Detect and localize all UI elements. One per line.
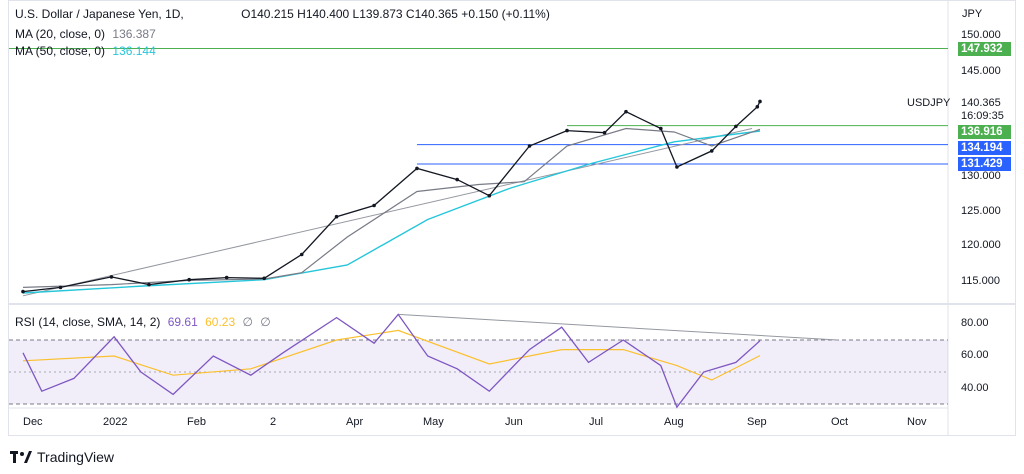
price-point — [527, 144, 532, 148]
rsi-sma-value: 60.23 — [205, 315, 236, 329]
price-point — [675, 165, 679, 169]
last-symbol: USDJPY — [907, 97, 951, 109]
level-badge-136916[interactable]: 136.916 — [958, 125, 1011, 139]
time-tick: Oct — [831, 416, 848, 428]
price-tick: 125.000 — [961, 205, 1001, 217]
price-point — [224, 275, 229, 280]
price-point — [415, 166, 419, 171]
tradingview-branding[interactable]: TradingView — [10, 448, 114, 466]
ma50-value: 136.144 — [112, 44, 156, 58]
ma20-label: MA (20, close, 0) — [15, 27, 106, 41]
rsi-extra-1: ∅ — [242, 315, 253, 329]
time-tick: Dec — [23, 416, 43, 428]
rsi-line — [22, 313, 761, 409]
ma20-legend[interactable]: MA (20, close, 0) 136.387 — [15, 27, 160, 41]
time-tick: 2 — [270, 416, 276, 428]
chart-frame[interactable]: JPY 150.000 145.000 130.000 125.000 120.… — [8, 0, 1016, 436]
time-tick: 2022 — [103, 416, 127, 428]
price-point — [758, 99, 762, 104]
time-tick: Sep — [747, 416, 767, 428]
rsi-divergence-line — [398, 313, 838, 341]
rsi-legend[interactable]: RSI (14, close, SMA, 14, 2) 69.61 60.23 … — [15, 315, 275, 329]
chart-canvas[interactable]: JPY 150.000 145.000 130.000 125.000 120.… — [9, 1, 1015, 435]
price-tick: 150.000 — [961, 29, 1001, 41]
time-tick: Apr — [346, 416, 363, 428]
rsi-tick: 60.00 — [961, 349, 989, 361]
level-badge-131429[interactable]: 131.429 — [958, 157, 1011, 171]
price-tick: 145.000 — [961, 65, 1001, 77]
price-tick: 120.000 — [961, 239, 1001, 251]
rsi-value: 69.61 — [167, 315, 198, 329]
last-price: 140.365 — [961, 97, 1001, 109]
tradingview-logo-icon — [10, 451, 32, 463]
brand-text: TradingView — [37, 449, 115, 465]
price-point — [755, 105, 760, 109]
price-point — [709, 149, 714, 153]
price-point — [734, 124, 738, 129]
price-point — [262, 276, 266, 281]
price-tick: 130.000 — [961, 170, 1001, 182]
time-tick: Nov — [907, 416, 927, 428]
time-tick: Jun — [505, 416, 523, 428]
countdown: 16:09:35 — [961, 110, 1004, 122]
price-point — [187, 277, 191, 282]
price-point — [147, 282, 151, 287]
price-point — [372, 203, 376, 208]
ohlc-values: O140.215 H140.400 L139.873 C140.365 +0.1… — [241, 7, 550, 21]
ma50-line — [22, 130, 761, 294]
ma50-legend[interactable]: MA (50, close, 0) 136.144 — [15, 44, 160, 58]
time-tick: May — [423, 416, 444, 428]
price-tick: 115.000 — [961, 275, 1000, 287]
price-point — [624, 109, 628, 114]
time-tick: Aug — [664, 416, 684, 428]
price-point — [21, 289, 25, 294]
symbol-legend[interactable]: U.S. Dollar / Japanese Yen, 1D, O140.215… — [15, 7, 554, 21]
rsi-label: RSI (14, close, SMA, 14, 2) — [15, 315, 161, 329]
price-point — [659, 126, 663, 131]
symbol-title: U.S. Dollar / Japanese Yen, 1D, — [15, 7, 184, 21]
time-tick: Jul — [589, 416, 603, 428]
level-badge-147932[interactable]: 147.932 — [958, 42, 1011, 56]
price-point — [487, 193, 492, 198]
price-point — [602, 130, 607, 135]
rsi-tick: 40.00 — [961, 382, 989, 394]
price-point — [565, 128, 569, 133]
ma20-value: 136.387 — [112, 27, 156, 41]
price-point — [58, 285, 63, 290]
price-point — [455, 177, 459, 182]
ma20-line — [22, 127, 761, 288]
rsi-extra-2: ∅ — [260, 315, 271, 329]
price-currency: JPY — [962, 8, 983, 20]
ma50-label: MA (50, close, 0) — [15, 44, 106, 58]
time-tick: Feb — [187, 416, 206, 428]
price-point — [109, 275, 114, 279]
level-badge-134194[interactable]: 134.194 — [958, 141, 1011, 155]
price-point — [334, 214, 339, 219]
price-point — [299, 252, 304, 257]
rsi-tick: 80.00 — [961, 317, 989, 329]
price-trendline — [22, 128, 753, 297]
rsi-sma-line — [22, 329, 761, 381]
